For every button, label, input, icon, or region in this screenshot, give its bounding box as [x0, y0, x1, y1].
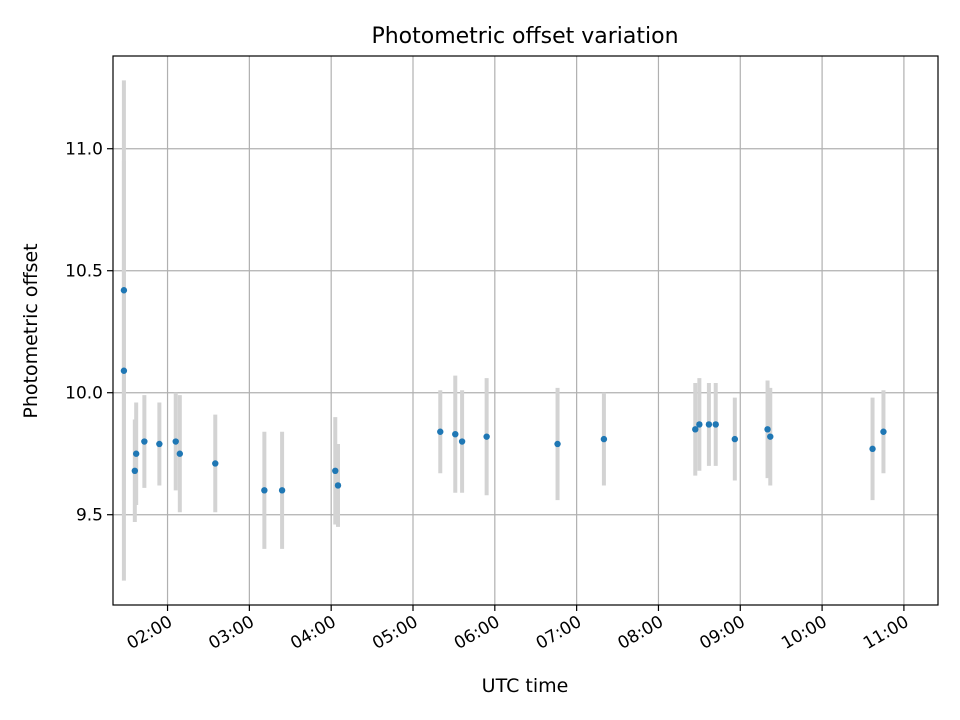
x-tick-label: 08:00: [615, 612, 667, 654]
plot-area-frame: [112, 55, 939, 606]
data-point: [712, 421, 719, 428]
x-tick-label: 07:00: [533, 612, 585, 654]
data-point: [692, 426, 699, 433]
data-point: [120, 287, 128, 294]
x-tick-label: 11:00: [860, 612, 912, 654]
data-point: [132, 450, 140, 457]
grid: [113, 56, 938, 605]
data-point: [880, 428, 887, 435]
data-point: [156, 440, 163, 448]
data-point: [767, 433, 774, 440]
data-point: [731, 435, 739, 443]
data-point: [212, 460, 219, 467]
y-tick-label: 11.0: [65, 140, 103, 160]
axis-ticks: 02:00 03:00 04:00 05:00 06:00 07:00 08:00 09:00…: [65, 140, 912, 654]
y-axis-label: Photometric offset: [20, 243, 42, 418]
data-point: [334, 482, 342, 489]
data-point: [176, 450, 184, 457]
data-point: [764, 426, 771, 433]
data-point: [172, 438, 179, 445]
y-tick-label: 10.5: [65, 262, 103, 282]
x-tick-label: 10:00: [778, 612, 830, 654]
data-point: [437, 428, 444, 435]
data-point: [600, 435, 608, 443]
data-point: [141, 438, 148, 445]
y-tick-label: 10.0: [65, 384, 103, 404]
x-tick-label: 06:00: [451, 612, 503, 654]
data-point: [131, 467, 139, 474]
data-point: [452, 431, 459, 438]
chart-title: Photometric offset variation: [371, 24, 678, 49]
data-point: [261, 487, 268, 494]
data-point: [869, 445, 876, 453]
y-tick-label: 9.5: [76, 506, 103, 526]
x-tick-label: 09:00: [696, 612, 748, 654]
data-point: [705, 421, 713, 428]
x-tick-label: 05:00: [369, 612, 421, 654]
data-point: [278, 487, 286, 494]
data-point: [696, 421, 703, 428]
x-tick-label: 04:00: [287, 612, 339, 654]
x-tick-label: 02:00: [124, 612, 176, 654]
data-point: [120, 367, 128, 374]
x-axis-label: UTC time: [482, 675, 569, 697]
data-point: [483, 433, 490, 440]
data-point: [458, 438, 466, 445]
data-point: [554, 440, 561, 448]
data-points: [120, 287, 887, 494]
x-tick-label: 03:00: [205, 612, 257, 654]
error-bars: [121, 80, 886, 581]
data-point: [332, 467, 339, 474]
